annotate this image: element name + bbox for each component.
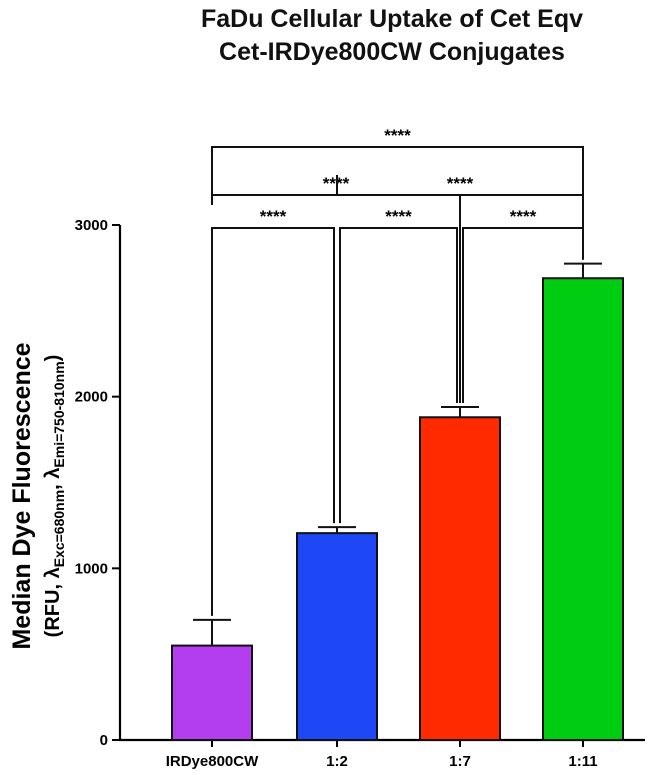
- significance-brackets: **** **** ******** ********: [211, 126, 584, 616]
- bar-2: [419, 416, 501, 741]
- significance-label-4: ****: [447, 174, 474, 193]
- y-axis-title-prefix: (RFU,: [42, 578, 64, 637]
- significance-bracket-0: [211, 227, 335, 616]
- bar-1: [296, 532, 378, 741]
- y-tick-label-2000: 2000: [75, 389, 108, 406]
- y-axis-title-separator: ,: [42, 479, 64, 490]
- significance-label-0: ****: [260, 207, 287, 226]
- x-tick-label-2: 1:7: [449, 753, 471, 770]
- bar-0: [171, 644, 253, 741]
- bar-3: [542, 277, 624, 741]
- y-tick-label-1000: 1000: [75, 560, 108, 577]
- y-axis-title-line-1: Median Dye Fluorescence: [8, 342, 36, 649]
- x-tick-label-1: 1:2: [326, 753, 348, 770]
- significance-label-5: ****: [384, 126, 411, 145]
- lambda-emission: λ: [42, 468, 64, 479]
- y-axis-title-line-2: (RFU, λExc=680nm, λEmi=750-810nm): [42, 355, 67, 638]
- significance-bracket-5: [211, 146, 584, 260]
- x-tick-label-0: IRDye800CW: [166, 753, 259, 770]
- lambda-excitation: λ: [42, 567, 64, 578]
- chart-title-line-1: FaDu Cellular Uptake of Cet Eqv: [201, 5, 583, 33]
- chart-title: FaDu Cellular Uptake of Cet Eqv Cet-IRDy…: [201, 5, 583, 66]
- significance-label-1: ****: [385, 207, 412, 226]
- emission-subscript: Emi=750-810nm: [51, 361, 67, 467]
- excitation-subscript: Exc=680nm: [51, 490, 67, 567]
- chart-title-line-2: Cet-IRDye800CW Conjugates: [219, 38, 565, 66]
- y-tick-label-3000: 3000: [75, 217, 108, 234]
- y-tick-label-0: 0: [100, 732, 108, 749]
- y-axis-title-suffix: ): [42, 355, 64, 362]
- significance-bracket-1: [339, 227, 458, 524]
- significance-bracket-3: [211, 194, 461, 403]
- y-axis-title: Median Dye Fluorescence (RFU, λExc=680nm…: [8, 342, 67, 649]
- significance-label-2: ****: [510, 207, 537, 226]
- bars: [171, 262, 624, 741]
- x-tick-label-3: 1:11: [568, 753, 597, 770]
